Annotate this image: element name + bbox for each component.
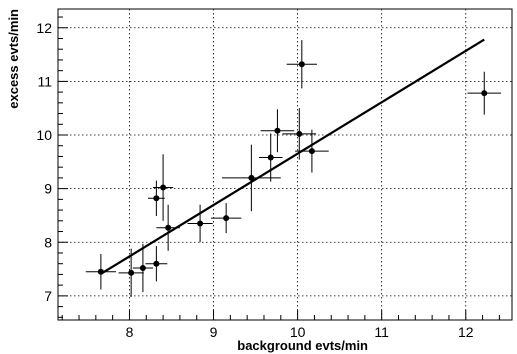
x-tick-label: 8 bbox=[126, 324, 134, 340]
y-tick-label: 7 bbox=[44, 288, 52, 304]
x-tick-label: 12 bbox=[458, 324, 474, 340]
data-point bbox=[153, 260, 160, 267]
y-tick-label: 11 bbox=[37, 73, 52, 89]
data-point bbox=[160, 184, 167, 191]
data-points bbox=[97, 61, 488, 276]
data-point bbox=[153, 195, 160, 202]
error-bars bbox=[85, 40, 502, 297]
y-tick-labels: 7 8 9 10 11 12 bbox=[36, 20, 52, 304]
data-point bbox=[165, 224, 172, 231]
x-axis-label: background evts/min bbox=[237, 338, 368, 353]
data-point bbox=[97, 268, 104, 275]
x-tick-label: 11 bbox=[374, 324, 389, 340]
axis-ticks bbox=[58, 16, 500, 320]
data-point bbox=[128, 269, 135, 276]
fit-line bbox=[101, 38, 485, 275]
data-point bbox=[267, 154, 274, 161]
x-tick-label: 10 bbox=[290, 324, 306, 340]
data-point bbox=[248, 174, 255, 181]
y-tick-label: 9 bbox=[44, 181, 52, 197]
y-tick-label: 8 bbox=[44, 234, 52, 250]
data-point bbox=[197, 220, 204, 227]
plot-frame bbox=[57, 8, 513, 321]
data-point bbox=[223, 215, 230, 222]
y-axis-label: excess evts/min bbox=[6, 9, 21, 109]
data-point bbox=[481, 90, 488, 97]
data-point bbox=[274, 127, 281, 134]
x-tick-label: 9 bbox=[210, 324, 218, 340]
grid-lines bbox=[58, 9, 512, 320]
data-point bbox=[298, 61, 305, 68]
y-tick-label: 10 bbox=[36, 127, 52, 143]
y-tick-label: 12 bbox=[36, 20, 52, 36]
data-point bbox=[296, 130, 303, 137]
data-point bbox=[139, 264, 146, 271]
x-tick-labels: 8 9 10 11 12 bbox=[126, 324, 474, 340]
data-point bbox=[308, 148, 315, 155]
